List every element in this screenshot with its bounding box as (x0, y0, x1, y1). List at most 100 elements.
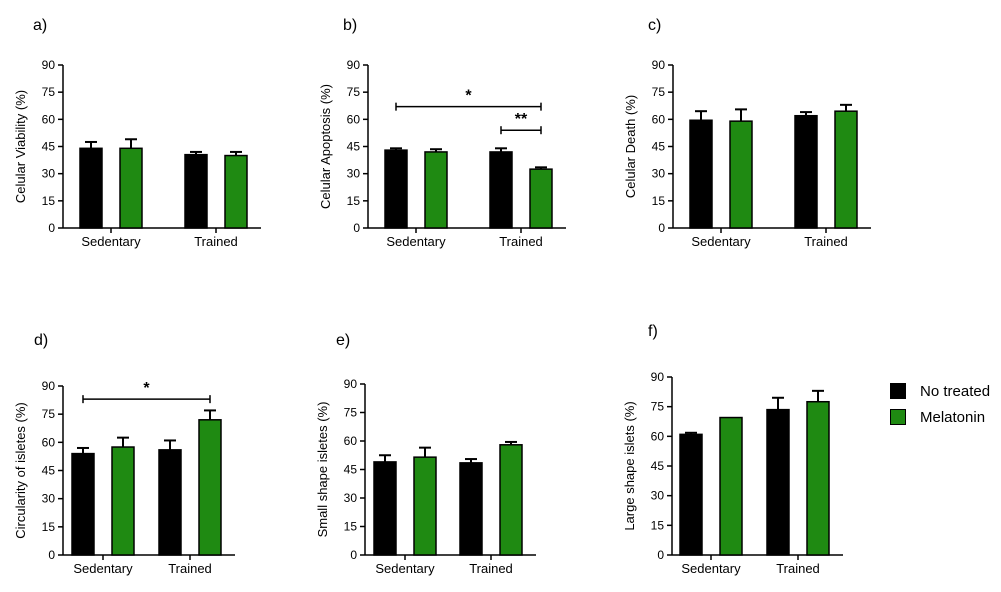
y-tick-label: 60 (42, 435, 56, 449)
x-tick-label: Sedentary (691, 234, 751, 249)
y-tick-label: 15 (652, 194, 666, 208)
y-axis-title: Large shape islets (%) (622, 401, 637, 530)
legend-label-melatonin: Melatonin (920, 408, 986, 426)
x-tick-label: Sedentary (386, 234, 446, 249)
bar-no-treated-sedentary (373, 461, 397, 556)
legend-swatch-no-treated (890, 383, 906, 399)
bar-melatonin-trained (529, 168, 553, 229)
x-tick-label: Sedentary (681, 561, 741, 576)
y-tick-label: 60 (42, 112, 56, 126)
y-tick-label: 30 (651, 489, 665, 503)
panel-c: c) 0 15 30 45 60 75 90 Celular Death (%) Sedentar… (623, 17, 871, 249)
y-tick-label: 0 (658, 221, 665, 235)
y-tick-label: 60 (347, 112, 361, 126)
y-tick-label: 45 (652, 140, 666, 154)
significance-label: * (465, 88, 472, 105)
bar-no-treated-trained (184, 153, 208, 229)
y-tick-label: 45 (347, 140, 361, 154)
bar-melatonin-trained (499, 444, 523, 556)
bar-melatonin-sedentary (729, 120, 753, 229)
bar-melatonin-sedentary (719, 416, 743, 556)
legend-item-no-treated: No treated (890, 378, 990, 404)
y-tick-label: 60 (344, 434, 358, 448)
y-tick-label: 15 (42, 194, 56, 208)
panel-f: f) 0 15 30 45 60 75 90 Large shape islets (%) Sed… (622, 323, 843, 576)
legend-label-no-treated: No treated (920, 382, 991, 400)
y-tick-label: 75 (651, 400, 665, 414)
y-tick-label: 30 (344, 491, 358, 505)
y-tick-label: 90 (42, 379, 56, 393)
y-tick-label: 75 (42, 85, 56, 99)
bar-no-treated-trained (794, 114, 818, 229)
y-tick-label: 90 (652, 58, 666, 72)
y-tick-label: 0 (350, 548, 357, 562)
bar-no-treated-sedentary (71, 452, 95, 556)
x-tick-label: Trained (469, 561, 513, 576)
bar-melatonin-trained (806, 400, 830, 556)
legend-swatch-melatonin (890, 409, 906, 425)
y-tick-label: 75 (42, 407, 56, 421)
y-axis-title: Celular Viability (%) (13, 90, 28, 203)
y-tick-label: 15 (344, 520, 358, 534)
y-tick-label: 45 (344, 463, 358, 477)
y-tick-label: 0 (48, 548, 55, 562)
y-tick-label: 90 (344, 377, 358, 391)
y-tick-label: 45 (42, 140, 56, 154)
legend: No treated Melatonin (890, 378, 990, 430)
bar-no-treated-sedentary (79, 147, 103, 229)
y-tick-label: 90 (42, 58, 56, 72)
y-tick-label: 75 (344, 406, 358, 420)
panel-label: a) (33, 17, 47, 34)
bar-melatonin-trained (224, 154, 248, 229)
bar-melatonin-sedentary (111, 446, 135, 556)
y-tick-label: 45 (651, 459, 665, 473)
bar-no-treated-trained (766, 408, 790, 556)
panel-label: c) (648, 17, 661, 34)
y-tick-label: 15 (651, 518, 665, 532)
panel-label: f) (648, 323, 658, 340)
significance-label: * (143, 380, 150, 397)
y-tick-label: 15 (347, 194, 361, 208)
bar-no-treated-sedentary (384, 149, 408, 229)
panel-e: e) 0 15 30 45 60 75 90 Small shape isletes (%) Se… (315, 332, 536, 576)
y-tick-label: 0 (657, 548, 664, 562)
bar-no-treated-trained (459, 462, 483, 556)
y-tick-label: 90 (651, 370, 665, 384)
y-tick-label: 45 (42, 464, 56, 478)
y-tick-label: 60 (651, 429, 665, 443)
y-tick-label: 15 (42, 520, 56, 534)
x-tick-label: Trained (804, 234, 848, 249)
x-tick-label: Sedentary (81, 234, 141, 249)
x-tick-label: Sedentary (73, 561, 133, 576)
y-tick-label: 90 (347, 58, 361, 72)
bar-melatonin-sedentary (119, 147, 143, 229)
y-tick-label: 0 (48, 221, 55, 235)
bar-no-treated-sedentary (689, 119, 713, 229)
y-tick-label: 75 (347, 85, 361, 99)
y-axis-title: Celular Apoptosis (%) (318, 84, 333, 209)
x-tick-label: Sedentary (375, 561, 435, 576)
bar-no-treated-sedentary (679, 433, 703, 556)
y-tick-label: 75 (652, 85, 666, 99)
x-tick-label: Trained (194, 234, 238, 249)
panel-d: d) 0 15 30 45 60 75 90 Circularity of isletes (%… (13, 332, 235, 576)
bar-no-treated-trained (158, 449, 182, 556)
panel-label: e) (336, 332, 350, 349)
legend-item-melatonin: Melatonin (890, 404, 990, 430)
x-tick-label: Trained (776, 561, 820, 576)
y-axis-title: Circularity of isletes (%) (13, 402, 28, 539)
panel-b: b) 0 15 30 45 60 75 90 Celular Apoptosis (%) Sede… (318, 17, 566, 249)
y-axis-title: Celular Death (%) (623, 95, 638, 198)
x-tick-label: Trained (499, 234, 543, 249)
panel-label: b) (343, 17, 357, 34)
y-tick-label: 30 (42, 167, 56, 181)
y-tick-label: 0 (353, 221, 360, 235)
bar-melatonin-trained (198, 419, 222, 556)
panel-a: a) 0 15 30 45 60 75 90 Celular Viability (%) Sede… (13, 17, 261, 249)
bar-melatonin-sedentary (413, 456, 437, 556)
y-tick-label: 30 (347, 167, 361, 181)
bar-melatonin-sedentary (424, 151, 448, 229)
panel-label: d) (34, 332, 48, 349)
y-tick-label: 60 (652, 112, 666, 126)
